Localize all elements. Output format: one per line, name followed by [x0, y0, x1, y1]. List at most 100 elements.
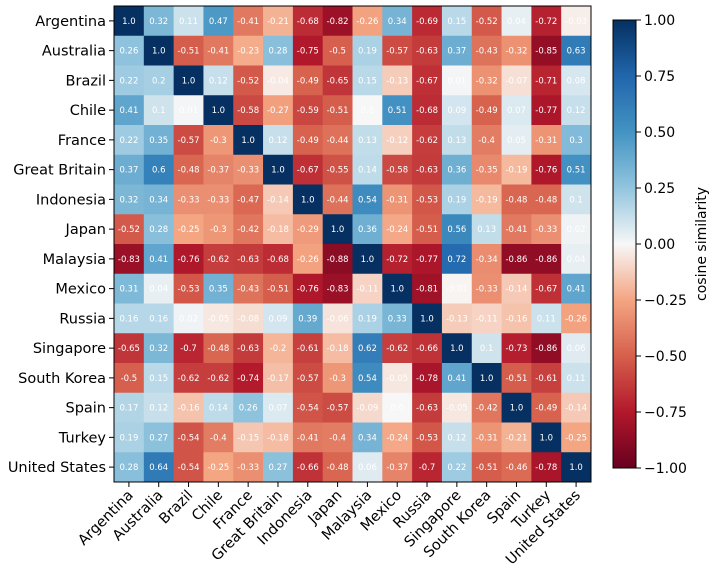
cell-value-label: -0.73 — [505, 344, 527, 354]
cell-value-label: 0.04 — [507, 17, 526, 27]
heatmap-cell — [203, 303, 234, 334]
cell-value-label: 0.04 — [567, 255, 586, 265]
heatmap-cell — [143, 452, 175, 483]
cell-value-label: -0.43 — [237, 285, 259, 295]
cell-value-label: 0.19 — [358, 314, 377, 324]
cell-value-label: 0.27 — [149, 433, 168, 443]
cell-value-label: -0.83 — [118, 255, 140, 265]
cell-value-label: 0.12 — [269, 136, 288, 146]
colorbar-tick-label: 0.75 — [644, 69, 675, 85]
heatmap-cell — [382, 214, 413, 245]
cell-value-label: -0.67 — [535, 285, 557, 295]
heatmap-cell — [412, 6, 443, 37]
heatmap-cell — [531, 392, 562, 423]
heatmap-cell — [561, 6, 592, 37]
cell-value-label: 0.54 — [358, 195, 377, 205]
heatmap-cell — [441, 65, 473, 96]
cell-value-label: 0.28 — [149, 225, 168, 235]
cell-value-label: 0.22 — [119, 76, 138, 86]
heatmap-cell — [203, 422, 234, 453]
heatmap-cell — [531, 214, 562, 245]
y-tick-label: Chile — [70, 103, 106, 119]
colorbar-tick-label: −1.00 — [644, 461, 687, 477]
cell-value-label: -0.55 — [327, 166, 349, 176]
heatmap-cell — [263, 273, 294, 304]
heatmap-cell — [173, 333, 204, 364]
cell-value-label: 0.19 — [447, 195, 466, 205]
heatmap-cell — [382, 392, 413, 423]
cell-value-label: -0.63 — [416, 47, 438, 57]
heatmap-cell — [412, 422, 443, 453]
heatmap-cell — [561, 35, 592, 66]
cell-value-label: -0.48 — [178, 166, 200, 176]
y-tick-label: Great Britain — [13, 163, 106, 179]
heatmap-cell — [471, 273, 502, 304]
cell-value-label: -0.41 — [297, 433, 319, 443]
cell-value-label: 0.09 — [447, 106, 466, 116]
heatmap-cell — [203, 214, 234, 245]
cell-value-label: -0.78 — [535, 463, 557, 473]
cell-value-label: -0.68 — [297, 17, 319, 27]
heatmap-cell — [561, 392, 592, 423]
plot-frame — [113, 5, 592, 483]
cell-value-label: -0.33 — [476, 285, 498, 295]
heatmap-cell — [412, 184, 443, 215]
heatmap-cell — [412, 214, 443, 245]
cell-value-label: -0.29 — [297, 225, 319, 235]
cell-value-label: 0.19 — [358, 47, 377, 57]
cell-value-label: -0.41 — [505, 225, 527, 235]
heatmap-cell — [412, 125, 443, 156]
heatmap-cell — [382, 303, 413, 334]
heatmap-cell — [114, 422, 145, 453]
cell-value-label: -0.66 — [297, 463, 319, 473]
heatmap-cell — [203, 392, 234, 423]
heatmap-cell — [233, 422, 264, 453]
heatmap-cell — [412, 452, 443, 483]
cell-value-label: 0.51 — [388, 106, 407, 116]
cell-value-label: 0.12 — [567, 106, 586, 116]
heatmap-cell — [352, 95, 383, 126]
heatmap-cell — [173, 452, 204, 483]
heatmap-cell — [322, 65, 353, 96]
cell-value-label: 0.33 — [388, 314, 407, 324]
cell-value-label: -0.03 — [565, 17, 587, 27]
y-tick-label: Singapore — [33, 341, 106, 357]
cell-value-label: 1.0 — [122, 17, 136, 27]
cell-value-label: -0.4 — [478, 136, 495, 146]
heatmap-cell — [561, 244, 592, 275]
heatmap-cell — [233, 95, 264, 126]
colorbar-tick-label: 0.25 — [644, 181, 675, 197]
cell-value-label: -0.5 — [329, 47, 346, 57]
heatmap-cell — [561, 452, 592, 483]
colorbar-tick-label: 1.00 — [644, 13, 675, 29]
cell-value-label: -0.04 — [267, 76, 289, 86]
cell-value-label: -0.85 — [535, 47, 557, 57]
cell-value-label: 0.01 — [447, 76, 466, 86]
cell-value-label: -0.31 — [535, 136, 557, 146]
cell-value-label: -0.66 — [416, 344, 438, 354]
cell-value-label: -0.34 — [476, 255, 498, 265]
heatmap-cell — [531, 6, 562, 37]
cell-value-label: 0.54 — [358, 374, 377, 384]
cell-value-label: -0.63 — [416, 166, 438, 176]
heatmap-cell — [322, 154, 353, 185]
heatmap-cell — [531, 422, 562, 453]
heatmap-cell — [501, 125, 532, 156]
heatmap-cell — [233, 35, 264, 66]
heatmap-cell — [263, 65, 294, 96]
cell-value-label: 0.41 — [119, 106, 138, 116]
heatmap-cell — [471, 35, 502, 66]
cell-value-label: 0.06 — [567, 344, 586, 354]
heatmap-cell — [561, 422, 592, 453]
heatmap-cell — [382, 65, 413, 96]
heatmap-cell — [143, 154, 175, 185]
cell-value-label: -0.3 — [329, 374, 346, 384]
x-tick-label: Brazil — [156, 488, 196, 528]
cell-value-label: 0.1 — [480, 344, 494, 354]
y-tick-label: France — [58, 133, 106, 149]
cell-value-label: -0.49 — [476, 106, 498, 116]
cell-value-label: -0.12 — [386, 136, 408, 146]
heatmap-cell — [412, 392, 443, 423]
cell-value-label: -0.2 — [270, 344, 287, 354]
cell-value-label: 0.07 — [269, 404, 288, 414]
